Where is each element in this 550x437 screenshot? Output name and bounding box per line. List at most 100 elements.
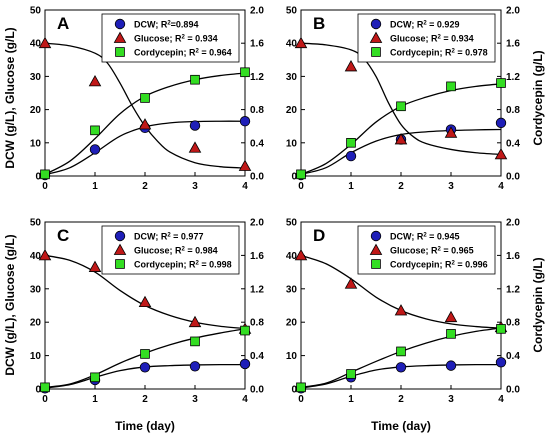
dcw-point	[239, 116, 251, 127]
dcw-point	[139, 362, 151, 373]
cordycepin-point	[90, 372, 100, 383]
y2-tick-label: 0.8	[250, 318, 264, 329]
cordycepin-point	[346, 137, 356, 148]
y2-tick-label: 1.6	[250, 39, 264, 50]
x-tick-label: 1	[348, 394, 354, 405]
y2-tick-label: 1.2	[250, 284, 264, 295]
cordycepin-point	[496, 324, 506, 334]
y2-tick-label: 2.0	[506, 6, 520, 17]
legend-box	[357, 13, 496, 63]
dcw-point	[345, 150, 357, 162]
legend-dcw-marker	[114, 230, 126, 242]
panel-letter: D	[313, 226, 325, 245]
y2-tick-label: 0.0	[250, 385, 264, 396]
y-tick-label: 40	[30, 251, 42, 262]
y-tick-label: 40	[30, 39, 42, 50]
cordycepin-point	[396, 101, 406, 112]
y-tick-label: 30	[30, 72, 42, 83]
panel-letter: B	[313, 14, 325, 33]
cordycepin-point	[346, 369, 356, 379]
x-tick-label: 1	[92, 181, 98, 192]
glucose-point	[188, 141, 202, 153]
cordycepin-point	[296, 382, 306, 393]
y-tick-label: 30	[286, 72, 298, 83]
glucose-point	[88, 260, 102, 272]
legend-glucose-marker	[369, 243, 383, 255]
legend-glucose-label: Glucose; R2 = 0.934	[390, 34, 474, 44]
x-tick-label: 0	[42, 181, 48, 192]
legend-dcw-label: DCW; R2 = 0.977	[134, 232, 203, 242]
dcw-point	[495, 357, 507, 368]
x-tick-label: 1	[348, 181, 354, 192]
cordycepin-point	[396, 346, 406, 357]
y-tick-label: 40	[286, 39, 298, 50]
right-axis-label-top: Cordycepin (g/L)	[531, 50, 545, 145]
panel-letter: A	[57, 14, 69, 33]
y-tick-label: 0	[35, 385, 41, 396]
x-tick-label: 3	[192, 181, 198, 192]
legend-box	[101, 225, 240, 275]
glucose-point	[394, 133, 408, 145]
legend-cordycepin-marker	[115, 47, 125, 57]
legend-box	[357, 225, 496, 275]
glucose-point	[188, 315, 202, 328]
cordycepin-point	[446, 81, 456, 92]
legend-dcw-marker	[370, 230, 382, 242]
cordycepin-point	[446, 329, 456, 339]
y2-tick-label: 0.4	[506, 138, 520, 149]
legend-box	[101, 13, 240, 63]
dcw-point	[189, 120, 201, 131]
y2-tick-label: 1.6	[506, 39, 520, 50]
x-axis-label-left: Time (day)	[115, 419, 175, 433]
y2-tick-label: 0.8	[250, 105, 264, 116]
glucose-point	[494, 147, 508, 160]
y-tick-label: 40	[286, 251, 298, 262]
y2-tick-label: 1.6	[506, 251, 520, 262]
y2-tick-label: 0.4	[250, 351, 264, 362]
glucose-point	[38, 248, 52, 261]
glucose-point	[394, 304, 408, 316]
legend-dcw-marker	[370, 18, 382, 30]
glucose-point	[38, 36, 52, 49]
x-tick-label: 3	[448, 394, 454, 405]
y-tick-label: 50	[286, 6, 298, 17]
glucose-point	[294, 36, 308, 49]
y-tick-label: 30	[286, 284, 298, 295]
glucose-point	[294, 248, 308, 261]
y2-tick-label: 1.2	[506, 284, 520, 295]
y-tick-label: 20	[30, 105, 42, 116]
glucose-point	[444, 126, 458, 138]
dcw-point	[189, 361, 201, 372]
glucose-point	[444, 310, 458, 323]
y2-tick-label: 1.6	[250, 251, 264, 262]
cordycepin-point	[296, 169, 306, 180]
legend-cordycepin-label: Cordycepin; R2 = 0.964	[134, 48, 232, 58]
cordycepin-point	[140, 93, 150, 103]
dcw-point	[445, 360, 457, 371]
y-tick-label: 10	[30, 351, 42, 362]
x-tick-label: 4	[498, 394, 504, 405]
x-tick-label: 3	[448, 181, 454, 192]
y2-tick-label: 2.0	[506, 218, 520, 229]
cordycepin-point	[240, 67, 250, 78]
y-tick-label: 20	[286, 105, 298, 116]
cordycepin-point	[240, 325, 250, 336]
panel-letter: C	[57, 226, 69, 245]
x-tick-label: 4	[242, 181, 248, 192]
legend-cordycepin-label: Cordycepin; R2 = 0.978	[390, 48, 488, 58]
legend-cordycepin-marker	[115, 259, 125, 269]
legend-glucose-label: Glucose; R2 = 0.984	[134, 246, 218, 256]
right-axis-label-bottom: Cordycepin (g/L)	[531, 257, 545, 352]
y2-tick-label: 1.2	[250, 72, 264, 83]
glucose-fit-curve	[300, 42, 502, 156]
glucose-point	[138, 295, 152, 308]
y2-tick-label: 0.0	[506, 172, 520, 183]
x-tick-label: 2	[142, 394, 148, 405]
dcw-point	[89, 144, 101, 155]
x-axis-label-right: Time (day)	[371, 419, 431, 433]
legend-glucose-label: Glucose; R2 = 0.934	[134, 34, 218, 44]
y-tick-label: 0	[291, 172, 297, 183]
dcw-point	[395, 362, 407, 373]
